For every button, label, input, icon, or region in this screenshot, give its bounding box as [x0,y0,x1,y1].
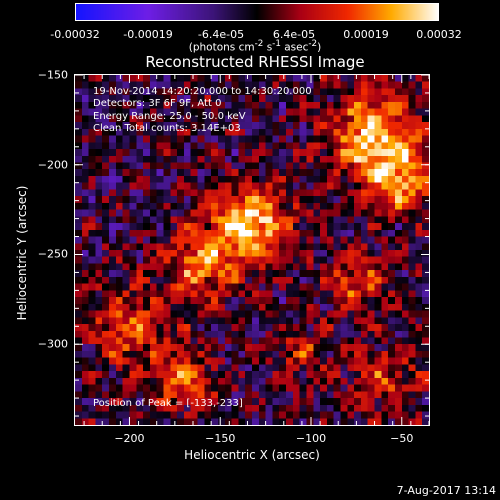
x-tick-label: −150 [205,432,236,445]
colorbar-tick-label: 0.00019 [343,28,389,41]
y-tick-label: −150 [37,68,68,82]
colorbar-frame [75,3,439,21]
y-tick-label: −250 [37,247,68,261]
x-tick-label: −50 [390,432,414,445]
annotation-detectors: Detectors: 3F 6F 9F, Att 0 [93,98,222,109]
annotation-peak-position: Position of Peak = [-133,-233] [93,398,243,409]
y-axis-label: Heliocentric Y (arcsec) [15,185,29,321]
x-tick-label: −200 [114,432,145,445]
colorbar-gradient [75,3,439,21]
generation-timestamp: 7-Aug-2017 13:14 [396,484,496,497]
plot-frame [74,74,430,426]
x-tick-label: −100 [295,432,327,445]
colorbar-tick-label: -6.4e-05 [197,28,245,41]
plot-title: Reconstructed RHESSI Image [145,53,365,71]
colorbar-tick-label: -0.00019 [123,28,173,41]
annotation-energy-range: Energy Range: 25.0 - 50.0 keV [93,111,246,122]
reconstructed-image-heatmap [75,75,429,425]
colorbar-tick-label: 6.4e-05 [272,28,316,41]
y-tick-label: −300 [37,337,68,351]
annotation-time-range: 19-Nov-2014 14:20:20.000 to 14:30:20.000 [93,86,312,97]
colorbar-tick-label: 0.00032 [416,28,462,41]
colorbar-tick-label: -0.00032 [50,28,100,41]
colorbar-units: (photons cm-2 s-1 asec-2) [188,39,322,54]
y-tick-label: −200 [37,158,68,172]
annotation-total-counts: Clean Total counts: 3.14E+03 [93,123,241,134]
x-axis-label: Heliocentric X (arcsec) [184,448,320,462]
